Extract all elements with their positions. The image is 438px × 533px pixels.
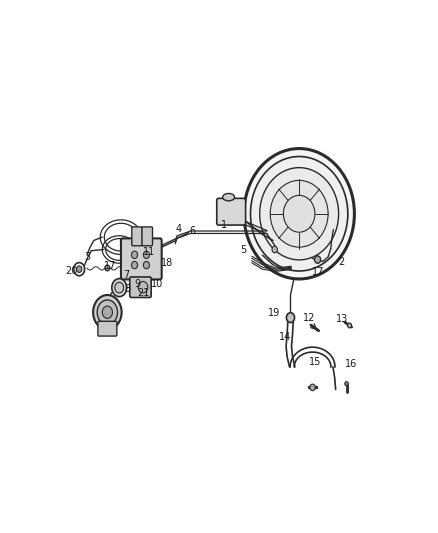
Circle shape <box>272 246 277 253</box>
Circle shape <box>286 313 295 322</box>
Text: 13: 13 <box>336 314 348 324</box>
Text: 17: 17 <box>104 261 116 271</box>
Text: 7: 7 <box>123 270 129 279</box>
Ellipse shape <box>260 168 339 260</box>
Circle shape <box>347 323 352 328</box>
Circle shape <box>345 382 348 386</box>
Text: 19: 19 <box>268 308 280 318</box>
Ellipse shape <box>270 180 328 247</box>
Ellipse shape <box>223 193 235 201</box>
Circle shape <box>77 266 82 272</box>
Text: 1: 1 <box>222 220 227 230</box>
FancyBboxPatch shape <box>132 227 142 246</box>
FancyBboxPatch shape <box>130 277 151 297</box>
FancyBboxPatch shape <box>217 198 246 225</box>
Text: 5: 5 <box>240 245 246 255</box>
Text: 8: 8 <box>125 284 131 294</box>
FancyBboxPatch shape <box>142 227 152 246</box>
Ellipse shape <box>244 149 354 279</box>
Text: 9: 9 <box>135 279 141 289</box>
Text: 14: 14 <box>279 332 291 342</box>
Circle shape <box>74 263 85 276</box>
Text: 3: 3 <box>84 252 90 262</box>
Circle shape <box>131 251 138 259</box>
Circle shape <box>97 300 117 325</box>
Text: 10: 10 <box>151 279 162 289</box>
Circle shape <box>310 384 315 391</box>
Ellipse shape <box>283 195 315 232</box>
Circle shape <box>143 251 149 259</box>
Circle shape <box>143 261 149 269</box>
Text: 11: 11 <box>143 247 155 256</box>
Text: 6: 6 <box>189 227 195 237</box>
Text: 20: 20 <box>65 266 77 276</box>
Circle shape <box>314 256 321 263</box>
Text: 17: 17 <box>311 266 324 277</box>
Circle shape <box>115 282 124 293</box>
Circle shape <box>138 281 148 293</box>
Circle shape <box>93 295 122 329</box>
Text: 21: 21 <box>138 288 150 298</box>
Circle shape <box>105 265 110 271</box>
FancyBboxPatch shape <box>98 321 117 336</box>
FancyBboxPatch shape <box>121 238 162 279</box>
Text: 16: 16 <box>345 359 357 368</box>
Text: 15: 15 <box>309 357 321 367</box>
Text: 2: 2 <box>339 257 345 267</box>
Text: 4: 4 <box>176 224 182 234</box>
Circle shape <box>102 306 113 318</box>
Text: 12: 12 <box>303 312 315 322</box>
Ellipse shape <box>251 157 348 271</box>
Text: 18: 18 <box>161 257 173 268</box>
Circle shape <box>112 279 127 297</box>
Circle shape <box>131 261 138 269</box>
